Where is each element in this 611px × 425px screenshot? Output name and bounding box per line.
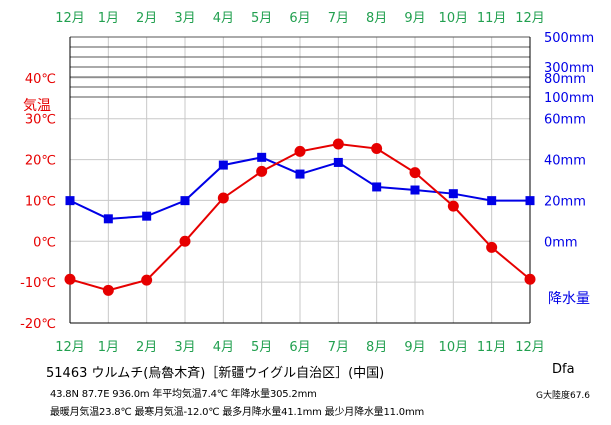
temp-point — [102, 284, 114, 296]
temp-point — [371, 143, 383, 155]
month-label-top: 7月 — [328, 11, 349, 26]
station-summary: 43.8N 87.7E 936.0m 年平均気温7.4℃ 年降水量305.2mm — [50, 389, 317, 400]
precip-point — [218, 160, 228, 170]
month-label-bottom: 10月 — [439, 340, 469, 355]
station-extremes: 最暖月気温23.8℃ 最寒月気温-12.0℃ 最多月降水量41.1mm 最少月降… — [50, 407, 425, 418]
temp-point — [486, 241, 498, 253]
month-label-top: 5月 — [251, 11, 272, 26]
month-label-bottom: 7月 — [328, 340, 349, 355]
temp-point — [294, 145, 306, 157]
temp-tick-label: 0℃ — [33, 235, 56, 250]
temp-point — [409, 167, 421, 179]
temp-point — [64, 273, 76, 285]
precip-tick-label: 0mm — [544, 235, 578, 250]
station-title: 51463 ウルムチ(烏魯木斉)［新疆ウイグル自治区］(中国) — [46, 366, 385, 381]
month-label-bottom: 4月 — [213, 340, 234, 355]
month-label-bottom: 12月 — [515, 340, 545, 355]
month-label-top: 6月 — [289, 11, 310, 26]
month-label-top: 9月 — [404, 11, 425, 26]
temp-axis-label: 気温 — [23, 98, 51, 114]
temp-point — [256, 165, 268, 177]
precip-point — [257, 152, 267, 162]
month-label-top: 2月 — [136, 11, 157, 26]
month-label-bottom: 12月 — [55, 340, 85, 355]
temp-tick-label: 10℃ — [25, 194, 56, 209]
precip-point — [448, 189, 458, 199]
month-label-bottom: 5月 — [251, 340, 272, 355]
continentality-index: G大陸度67.6 — [536, 391, 591, 401]
precip-tick-label-high: 500mm — [544, 31, 594, 46]
precip-point — [333, 157, 343, 167]
precip-tick-label-high: 100mm — [544, 91, 594, 106]
precip-point — [410, 185, 420, 195]
month-label-bottom: 6月 — [289, 340, 310, 355]
temp-point — [447, 200, 459, 212]
precip-tick-label: 60mm — [544, 113, 586, 128]
temp-point — [332, 138, 344, 150]
precip-point — [487, 196, 497, 206]
month-label-top: 4月 — [213, 11, 234, 26]
month-label-top: 12月 — [55, 11, 85, 26]
temp-point — [179, 235, 191, 247]
month-label-top: 3月 — [174, 11, 195, 26]
temp-point — [524, 273, 536, 285]
precip-tick-label-high: 300mm — [544, 61, 594, 76]
month-label-top: 8月 — [366, 11, 387, 26]
month-label-top: 1月 — [98, 11, 119, 26]
month-label-top: 11月 — [477, 11, 507, 26]
month-label-bottom: 2月 — [136, 340, 157, 355]
precip-axis-label: 降水量 — [548, 291, 590, 307]
precip-point — [372, 182, 382, 192]
month-label-bottom: 1月 — [98, 340, 119, 355]
climate-classification: Dfa — [552, 362, 575, 377]
month-label-bottom: 8月 — [366, 340, 387, 355]
precip-point — [180, 196, 190, 206]
temp-tick-label: -20℃ — [20, 317, 56, 332]
temp-point — [141, 274, 153, 286]
precip-point — [65, 196, 75, 206]
month-label-bottom: 3月 — [174, 340, 195, 355]
precip-point — [142, 211, 152, 221]
precip-tick-label: 80mm — [544, 72, 586, 87]
month-label-top: 12月 — [515, 11, 545, 26]
precip-point — [295, 169, 305, 179]
month-label-bottom: 11月 — [477, 340, 507, 355]
temp-tick-label: -10℃ — [20, 276, 56, 291]
precip-point — [525, 196, 535, 206]
temp-point — [217, 192, 229, 204]
temp-tick-label: 30℃ — [25, 113, 56, 128]
month-label-bottom: 9月 — [404, 340, 425, 355]
precip-tick-label: 40mm — [544, 154, 586, 169]
temp-tick-label: 20℃ — [25, 154, 56, 169]
precip-point — [103, 214, 113, 224]
temp-tick-label: 40℃ — [25, 72, 56, 87]
month-label-top: 10月 — [439, 11, 469, 26]
precip-tick-label: 20mm — [544, 194, 586, 209]
